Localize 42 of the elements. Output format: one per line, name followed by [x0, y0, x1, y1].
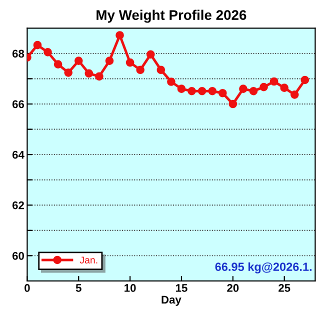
point	[167, 78, 176, 86]
point	[188, 86, 196, 96]
annotation: 66.95 kg@2026.1.	[215, 262, 312, 274]
y-tick-label: 62	[12, 201, 24, 210]
x-tick-label: 20	[227, 284, 239, 292]
point	[95, 72, 104, 81]
point	[218, 88, 227, 98]
point	[33, 40, 42, 50]
point	[300, 76, 310, 84]
point	[228, 100, 238, 108]
point	[126, 58, 134, 67]
x-tick-label: 25	[278, 284, 290, 292]
point	[146, 50, 155, 59]
y-tick-label: 66	[12, 100, 24, 108]
x-axis-title: Day	[162, 296, 182, 306]
point	[136, 66, 145, 74]
point	[156, 66, 166, 74]
point	[105, 56, 114, 65]
x-tick-label: 0	[24, 284, 30, 292]
point	[290, 90, 299, 99]
point	[208, 86, 217, 96]
y-tick-label: 64	[12, 150, 24, 159]
x-tick-label: 5	[76, 284, 82, 292]
point	[44, 48, 52, 56]
point	[239, 84, 248, 93]
point	[270, 77, 278, 86]
x-tick-label: 15	[176, 284, 188, 292]
point	[64, 68, 73, 77]
point	[84, 69, 94, 78]
point	[260, 82, 268, 92]
point	[198, 86, 206, 96]
point	[249, 86, 258, 96]
legend-label: Jan.	[80, 256, 98, 264]
point	[54, 60, 62, 68]
point	[116, 31, 124, 40]
chart-title: My Weight Profile 2026	[96, 10, 246, 23]
point	[177, 84, 186, 93]
y-tick-label: 68	[12, 50, 24, 58]
point	[74, 56, 83, 65]
x-tick-label: 10	[124, 284, 136, 292]
point	[280, 84, 289, 92]
y-tick-label: 60	[12, 252, 24, 260]
